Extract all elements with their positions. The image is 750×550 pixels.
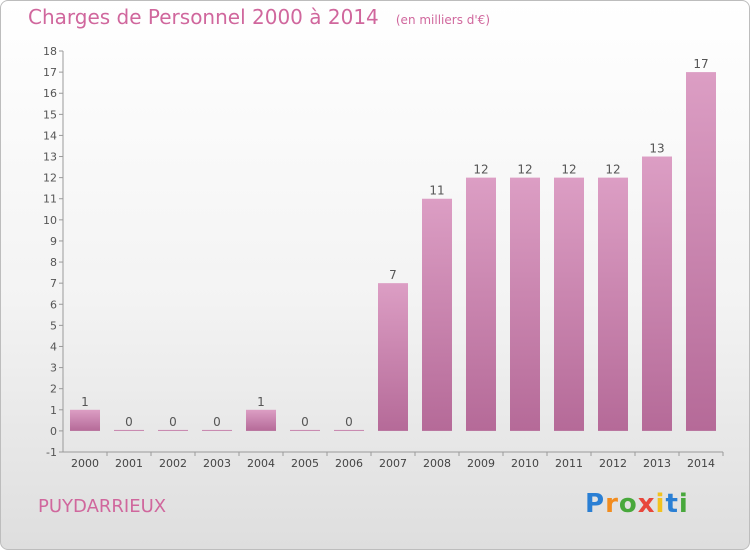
x-tick-label-2009: 2009 — [467, 457, 495, 470]
y-tick-label: 4 — [50, 340, 57, 353]
y-tick-label: 0 — [50, 425, 57, 438]
proxiti-logo: Proxiti — [585, 489, 689, 519]
logo-letter: r — [605, 489, 619, 519]
y-tick-label: 5 — [50, 319, 57, 332]
y-tick-label: 18 — [43, 45, 57, 58]
data-label-2005: 0 — [301, 415, 309, 429]
y-tick-label: 8 — [50, 256, 57, 269]
data-label-2013: 13 — [649, 142, 664, 156]
x-tick-label-2005: 2005 — [291, 457, 319, 470]
x-tick-label-2011: 2011 — [555, 457, 583, 470]
y-tick-label: 14 — [43, 129, 57, 142]
data-label-2009: 12 — [473, 163, 488, 177]
logo-letter: x — [637, 489, 656, 519]
bar-2012 — [598, 177, 628, 431]
x-tick-label-2004: 2004 — [247, 457, 275, 470]
data-label-2010: 12 — [517, 163, 532, 177]
bar-2004 — [246, 409, 276, 431]
x-tick-label-2012: 2012 — [599, 457, 627, 470]
y-tick-label: 15 — [43, 108, 57, 121]
bar-2011 — [554, 177, 584, 431]
bar-2001 — [114, 429, 144, 431]
x-tick-label-2003: 2003 — [203, 457, 231, 470]
chart-title: Charges de Personnel 2000 à 2014 — [28, 5, 379, 29]
x-tick-label-2001: 2001 — [115, 457, 143, 470]
y-tick-label: 12 — [43, 172, 57, 185]
chart-subtitle: (en milliers d'€) — [395, 13, 490, 27]
y-tick-label: 17 — [43, 66, 57, 79]
y-tick-label: 13 — [43, 151, 57, 164]
bar-2014 — [686, 72, 716, 431]
bar-2002 — [158, 429, 188, 431]
logo-letter: P — [585, 489, 606, 519]
bar-2003 — [202, 429, 232, 431]
bar-2007 — [378, 283, 408, 431]
bar-2009 — [466, 177, 496, 431]
commune-name: PUYDARRIEUX — [38, 496, 167, 517]
x-tick-label-2007: 2007 — [379, 457, 407, 470]
y-tick-label: 6 — [50, 298, 57, 311]
bar-2000 — [70, 409, 100, 431]
data-label-2000: 1 — [81, 395, 89, 409]
logo-letter: t — [665, 489, 679, 519]
y-tick-label: -1 — [46, 446, 57, 459]
data-label-2008: 11 — [429, 184, 444, 198]
bar-2013 — [642, 156, 672, 431]
bar-2010 — [510, 177, 540, 431]
x-tick-label-2008: 2008 — [423, 457, 451, 470]
y-tick-label: 11 — [43, 193, 57, 206]
data-label-2007: 7 — [389, 268, 397, 282]
logo-letter: i — [655, 489, 666, 519]
bar-2005 — [290, 429, 320, 431]
y-tick-label: 10 — [43, 214, 57, 227]
data-label-2012: 12 — [605, 163, 620, 177]
data-label-2014: 17 — [693, 57, 708, 71]
x-tick-label-2013: 2013 — [643, 457, 671, 470]
logo-letter: o — [618, 489, 638, 519]
y-tick-label: 7 — [50, 277, 57, 290]
data-label-2011: 12 — [561, 163, 576, 177]
bar-2008 — [422, 198, 452, 431]
data-label-2006: 0 — [345, 415, 353, 429]
data-label-2002: 0 — [169, 415, 177, 429]
x-tick-label-2010: 2010 — [511, 457, 539, 470]
y-tick-label: 2 — [50, 383, 57, 396]
y-tick-label: 1 — [50, 404, 57, 417]
data-label-2003: 0 — [213, 415, 221, 429]
data-label-2004: 1 — [257, 395, 265, 409]
x-tick-label-2006: 2006 — [335, 457, 363, 470]
x-tick-label-2000: 2000 — [71, 457, 99, 470]
x-tick-label-2014: 2014 — [687, 457, 715, 470]
title-row: Charges de Personnel 2000 à 2014 (en mil… — [28, 5, 490, 29]
logo-letter: i — [678, 489, 689, 519]
y-tick-label: 16 — [43, 87, 57, 100]
data-label-2001: 0 — [125, 415, 133, 429]
bar-2006 — [334, 429, 364, 431]
y-tick-label: 9 — [50, 235, 57, 248]
y-tick-label: 3 — [50, 362, 57, 375]
x-tick-label-2002: 2002 — [159, 457, 187, 470]
